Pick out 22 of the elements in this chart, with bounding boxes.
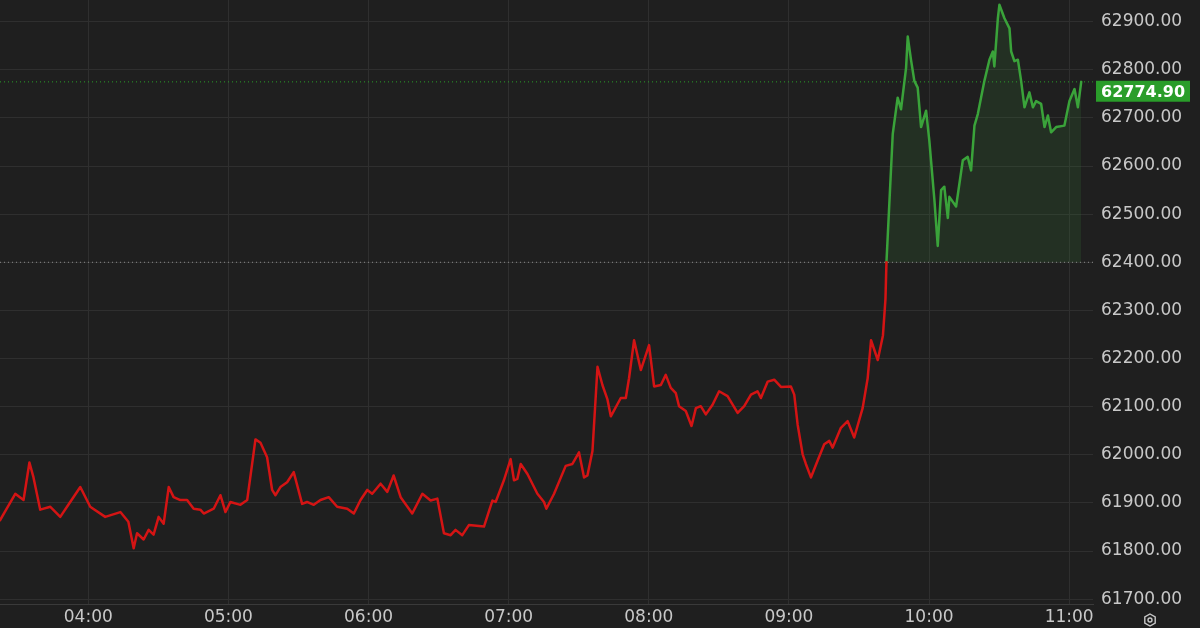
y-tick-label: 62900.00 xyxy=(1101,10,1183,31)
y-tick-label: 61800.00 xyxy=(1101,539,1183,560)
x-tick-label: 11:00 xyxy=(1044,605,1094,626)
y-tick-label: 62300.00 xyxy=(1101,298,1183,319)
y-tick-label: 62100.00 xyxy=(1101,395,1183,416)
y-tick-label: 62200.00 xyxy=(1101,346,1183,367)
y-tick-label: 62800.00 xyxy=(1101,58,1183,79)
y-tick-label: 62400.00 xyxy=(1101,250,1183,271)
y-tick-label: 61900.00 xyxy=(1101,491,1183,512)
x-tick-label: 09:00 xyxy=(764,605,814,626)
x-tick-label: 10:00 xyxy=(904,605,954,626)
x-tick-label: 04:00 xyxy=(63,605,113,626)
x-tick-label: 05:00 xyxy=(203,605,253,626)
y-tick-label: 61700.00 xyxy=(1101,587,1183,608)
x-tick-label: 06:00 xyxy=(344,605,394,626)
y-tick-label: 62500.00 xyxy=(1101,202,1183,223)
x-tick-label: 07:00 xyxy=(484,605,534,626)
x-tick-label: 08:00 xyxy=(624,605,674,626)
y-tick-label: 62000.00 xyxy=(1101,443,1183,464)
y-tick-label: 62700.00 xyxy=(1101,106,1183,127)
y-tick-label: 62600.00 xyxy=(1101,154,1183,175)
ref-line-label: 62774.90 xyxy=(1101,81,1186,101)
